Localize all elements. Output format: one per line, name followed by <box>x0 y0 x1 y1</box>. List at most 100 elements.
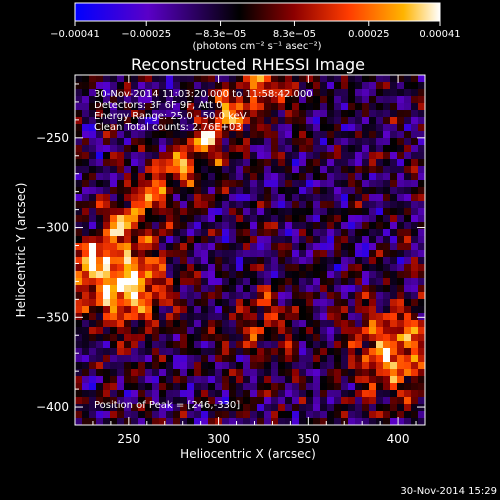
heatmap-cell <box>411 194 419 202</box>
heatmap-cell <box>236 243 244 251</box>
heatmap-cell <box>208 229 216 237</box>
heatmap-cell <box>236 173 244 181</box>
heatmap-cell <box>215 271 223 279</box>
heatmap-cell <box>103 82 111 90</box>
heatmap-cell <box>117 390 125 398</box>
heatmap-cell <box>306 110 314 118</box>
heatmap-cell <box>257 215 265 223</box>
heatmap-cell <box>166 292 174 300</box>
heatmap-cell <box>75 194 83 202</box>
heatmap-cell <box>257 75 265 83</box>
heatmap-cell <box>110 187 118 195</box>
heatmap-cell <box>180 145 188 153</box>
heatmap-cell <box>166 327 174 335</box>
heatmap-cell <box>117 292 125 300</box>
heatmap-cell <box>264 355 272 363</box>
heatmap-cell <box>208 222 216 230</box>
heatmap-cell <box>152 75 160 83</box>
heatmap-cell <box>131 285 139 293</box>
heatmap-cell <box>124 383 132 391</box>
heatmap-cell <box>173 278 181 286</box>
heatmap-cell <box>117 75 125 83</box>
heatmap-cell <box>313 110 321 118</box>
heatmap-cell <box>173 264 181 272</box>
heatmap-cell <box>278 117 286 125</box>
heatmap-cell <box>390 334 398 342</box>
heatmap-cell <box>117 334 125 342</box>
heatmap-cell <box>285 334 293 342</box>
heatmap-cell <box>131 187 139 195</box>
heatmap-cell <box>152 96 160 104</box>
colorbar-tick-label: −0.00041 <box>50 29 100 40</box>
heatmap-cell <box>327 299 335 307</box>
heatmap-cell <box>411 208 419 216</box>
heatmap-cell <box>229 180 237 188</box>
heatmap-cell <box>383 215 391 223</box>
heatmap-cell <box>145 131 153 139</box>
heatmap-cell <box>173 145 181 153</box>
heatmap-cell <box>250 229 258 237</box>
heatmap-cell <box>250 278 258 286</box>
heatmap-cell <box>362 264 370 272</box>
heatmap-cell <box>145 236 153 244</box>
heatmap-cell <box>348 96 356 104</box>
heatmap-cell <box>264 390 272 398</box>
heatmap-cell <box>320 215 328 223</box>
heatmap-cell <box>180 222 188 230</box>
heatmap-cell <box>250 264 258 272</box>
heatmap-cell <box>418 103 426 111</box>
heatmap-cell <box>75 124 83 132</box>
heatmap-cell <box>418 299 426 307</box>
heatmap-cell <box>369 117 377 125</box>
heatmap-cell <box>271 320 279 328</box>
heatmap-cell <box>383 236 391 244</box>
heatmap-cell <box>250 250 258 258</box>
heatmap-cell <box>285 236 293 244</box>
heatmap-cell <box>201 285 209 293</box>
heatmap-cell <box>397 187 405 195</box>
heatmap-cell <box>264 187 272 195</box>
heatmap-cell <box>110 264 118 272</box>
heatmap-cell <box>404 264 412 272</box>
heatmap-cell <box>117 404 125 412</box>
heatmap-cell <box>180 257 188 265</box>
heatmap-cell <box>404 215 412 223</box>
heatmap-cell <box>292 166 300 174</box>
heatmap-cell <box>173 201 181 209</box>
heatmap-cell <box>383 355 391 363</box>
heatmap-cell <box>96 208 104 216</box>
heatmap-cell <box>75 299 83 307</box>
heatmap-cell <box>418 355 426 363</box>
heatmap-cell <box>320 229 328 237</box>
heatmap-cell <box>194 187 202 195</box>
heatmap-cell <box>327 180 335 188</box>
heatmap-cell <box>89 152 97 160</box>
heatmap-cell <box>418 222 426 230</box>
heatmap-cell <box>166 404 174 412</box>
heatmap-cell <box>306 397 314 405</box>
heatmap-cell <box>390 201 398 209</box>
heatmap-cell <box>110 250 118 258</box>
heatmap-cell <box>159 355 167 363</box>
heatmap-cell <box>278 201 286 209</box>
heatmap-cell <box>264 180 272 188</box>
heatmap-cell <box>341 327 349 335</box>
heatmap-cell <box>320 138 328 146</box>
heatmap-cell <box>362 250 370 258</box>
heatmap-cell <box>229 152 237 160</box>
heatmap-cell <box>278 236 286 244</box>
heatmap-cell <box>341 376 349 384</box>
heatmap-cell <box>278 159 286 167</box>
heatmap-cell <box>159 285 167 293</box>
heatmap-cell <box>215 320 223 328</box>
heatmap-cell <box>180 96 188 104</box>
heatmap-cell <box>257 411 265 419</box>
heatmap-cell <box>201 131 209 139</box>
heatmap-cell <box>390 166 398 174</box>
heatmap-cell <box>201 264 209 272</box>
heatmap-cell <box>208 369 216 377</box>
heatmap-cell <box>313 117 321 125</box>
heatmap-cell <box>313 411 321 419</box>
heatmap-cell <box>96 152 104 160</box>
heatmap-cell <box>411 376 419 384</box>
